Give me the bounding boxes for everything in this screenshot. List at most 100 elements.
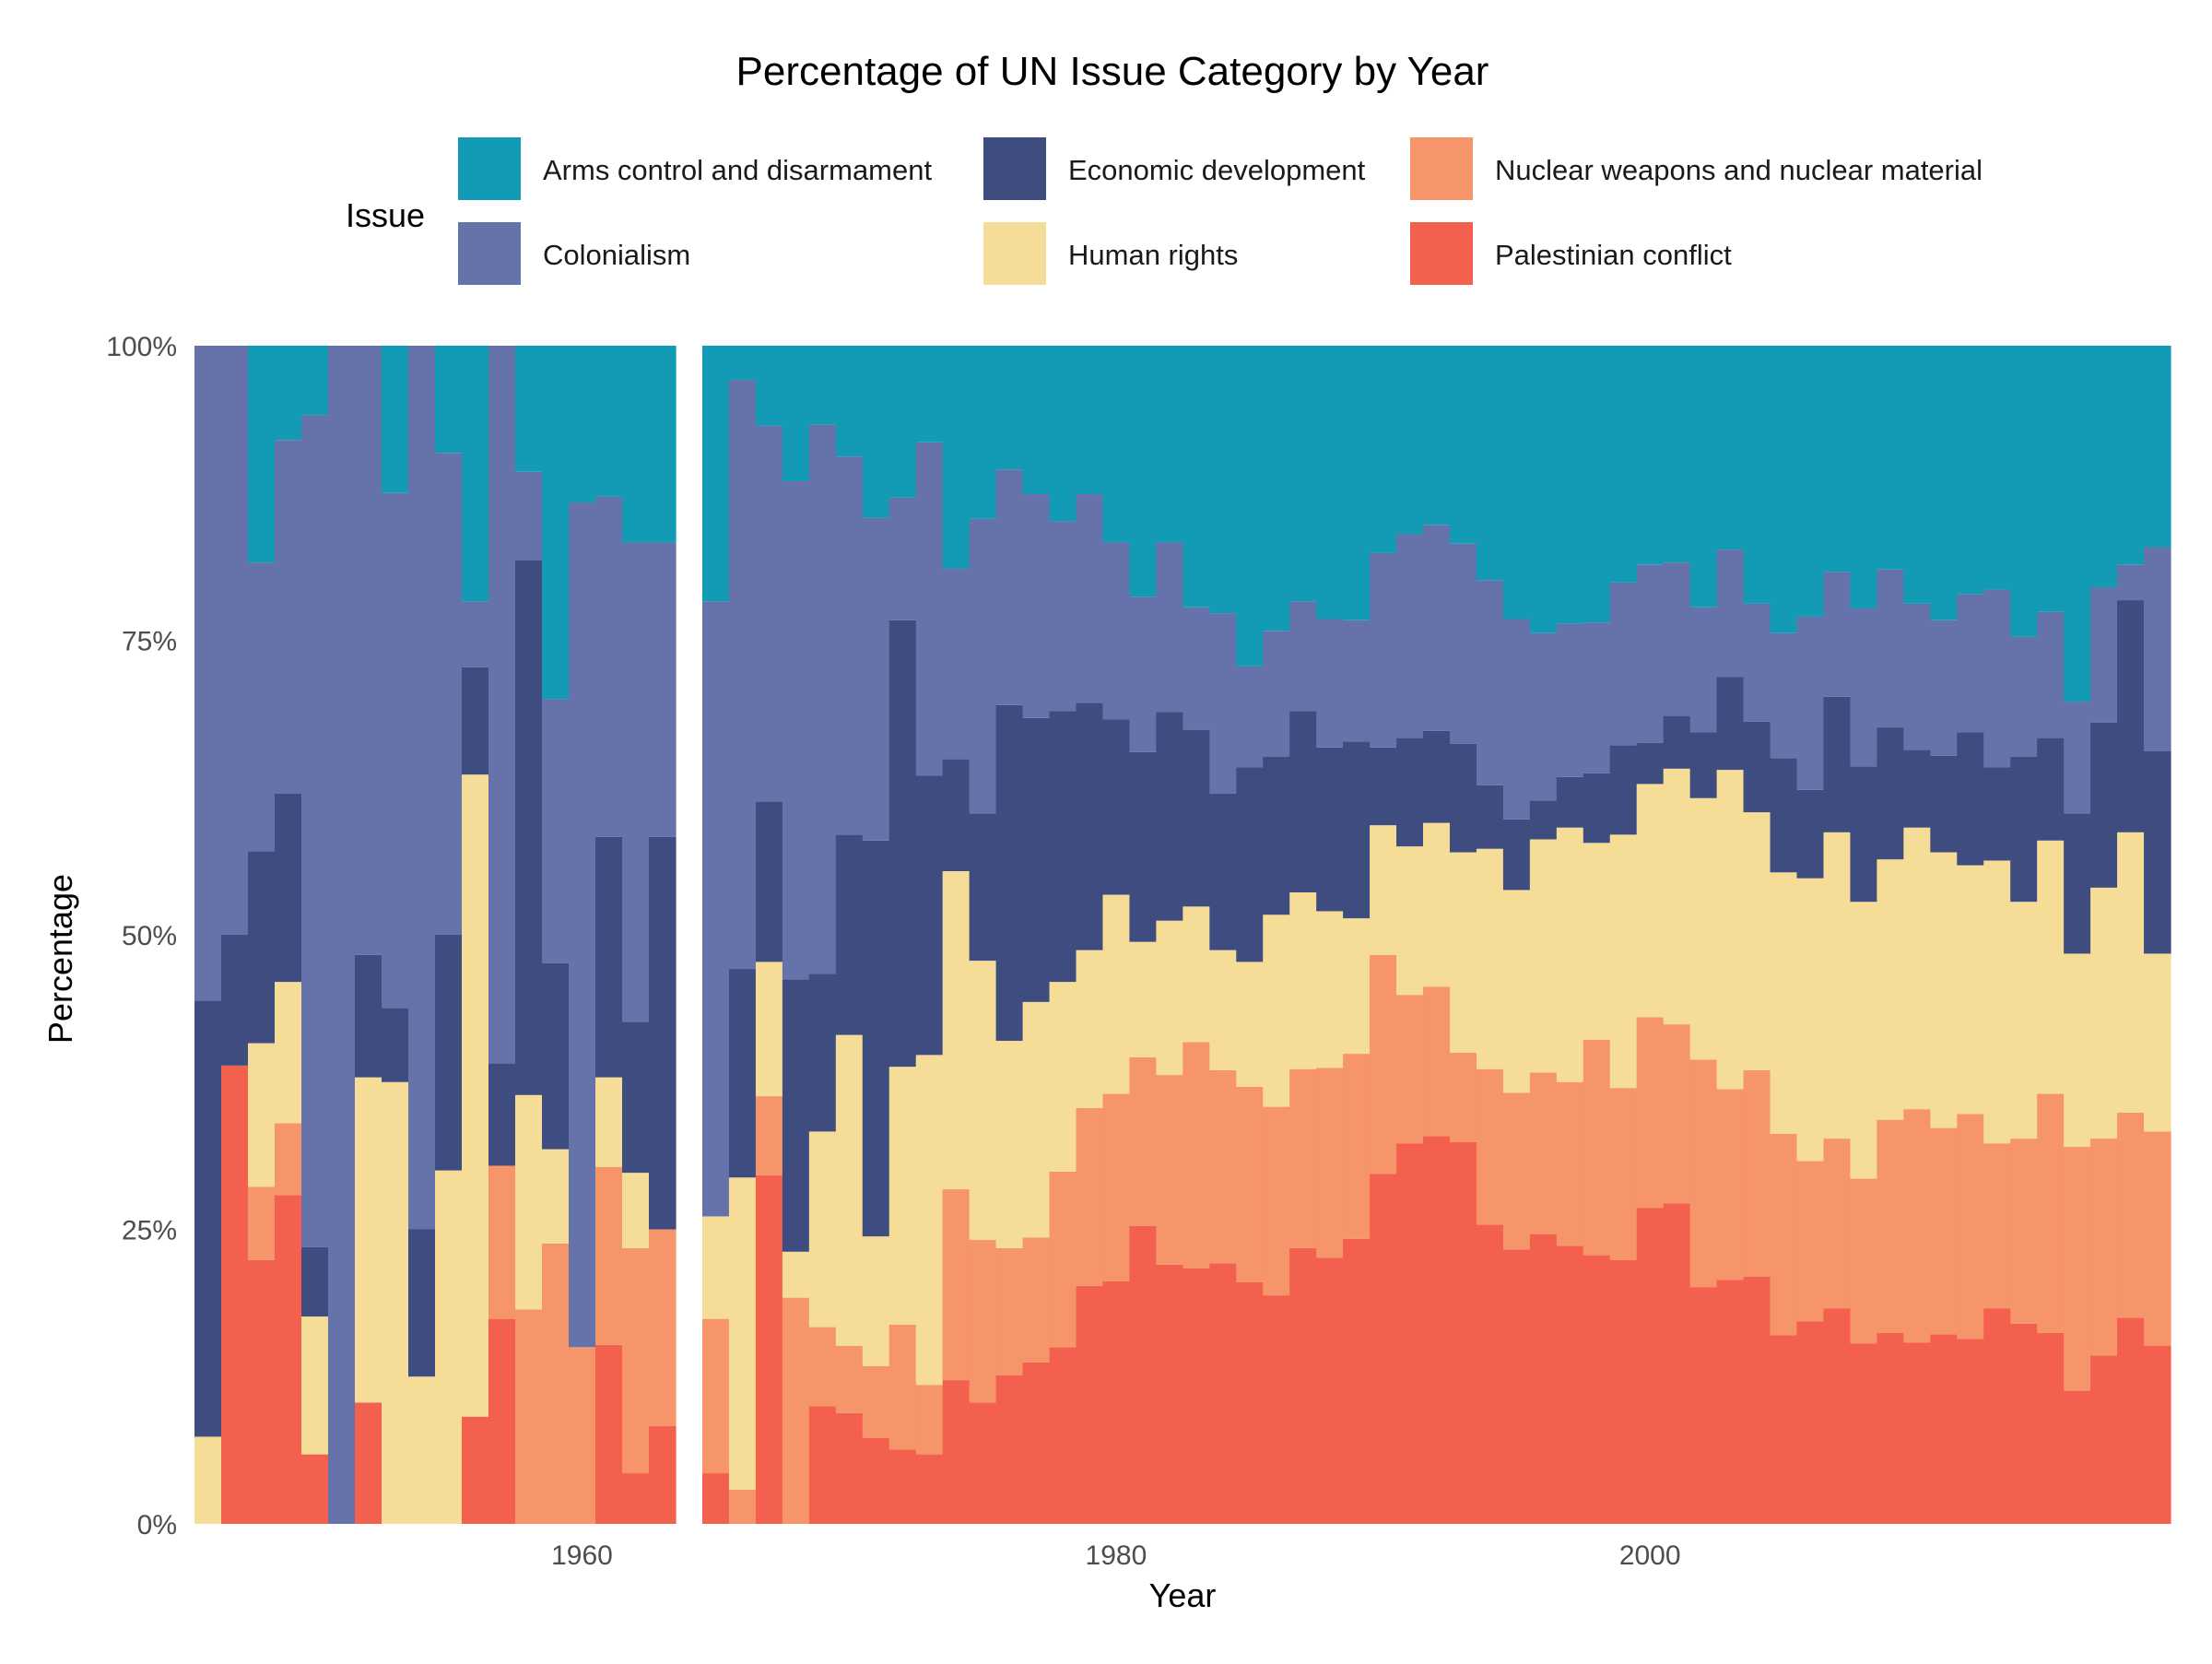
bar-segment-palestinian-conflict-2013	[1983, 1308, 2011, 1524]
bar-segment-economic-development-1966	[728, 969, 757, 1178]
bar-segment-economic-development-2009	[1877, 727, 1904, 860]
bar-segment-palestinian-conflict-2010	[1903, 1342, 1931, 1524]
bar-segment-nuclear-weapons-and-nuclear-material-2000	[1636, 1017, 1665, 1209]
bar-segment-colonialism-1948	[248, 562, 276, 852]
bar-segment-human-rights-2014	[2010, 902, 2038, 1139]
bar-segment-human-rights-1992	[1423, 822, 1451, 987]
bar-segment-nuclear-weapons-and-nuclear-material-1990	[1370, 954, 1397, 1174]
bar-segment-palestinian-conflict-2008	[1850, 1343, 1877, 1524]
bar-segment-economic-development-1992	[1423, 730, 1451, 823]
bar-segment-human-rights-2004	[1743, 812, 1771, 1070]
bar-segment-economic-development-1988	[1316, 747, 1344, 912]
bar-segment-human-rights-1974	[942, 870, 971, 1190]
bar-segment-arms-control-and-disarmament-2000	[1636, 346, 1665, 565]
bar-segment-arms-control-and-disarmament-1961	[595, 346, 623, 497]
bar-segment-arms-control-and-disarmament-1981	[1129, 346, 1157, 597]
bar-segment-nuclear-weapons-and-nuclear-material-1981	[1129, 1056, 1157, 1226]
bar-segment-economic-development-1968	[782, 979, 810, 1252]
bar-segment-palestinian-conflict-2018	[2117, 1317, 2145, 1524]
bar-segment-human-rights-1966	[728, 1177, 757, 1490]
bar-segment-colonialism-1978	[1049, 521, 1077, 712]
bar-segment-human-rights-1968	[782, 1251, 810, 1298]
bar-segment-arms-control-and-disarmament-2014	[2010, 346, 2038, 637]
bar-segment-nuclear-weapons-and-nuclear-material-2001	[1663, 1024, 1691, 1204]
bar-segment-colonialism-2008	[1850, 608, 1877, 767]
y-tick-label: 0%	[137, 1510, 177, 1540]
bar-segment-palestinian-conflict-2009	[1877, 1332, 1904, 1524]
bar-segment-nuclear-weapons-and-nuclear-material-1957	[488, 1165, 516, 1319]
bar-segment-nuclear-weapons-and-nuclear-material-1992	[1423, 986, 1451, 1137]
bar-segment-palestinian-conflict-1978	[1049, 1347, 1077, 1524]
bar-segment-nuclear-weapons-and-nuclear-material-1982	[1156, 1075, 1183, 1265]
bar-segment-palestinian-conflict-2006	[1796, 1321, 1825, 1524]
bar-segment-human-rights-1949	[275, 982, 302, 1124]
bar-segment-economic-development-2008	[1850, 766, 1877, 903]
bar-segment-human-rights-1973	[915, 1055, 944, 1386]
bar-segment-economic-development-1974	[942, 759, 971, 871]
bar-segment-human-rights-2007	[1823, 832, 1852, 1139]
bar-segment-palestinian-conflict-1952	[355, 1402, 382, 1524]
bar-segment-palestinian-conflict-1947	[221, 1065, 249, 1524]
chart-title: Percentage of UN Issue Category by Year	[736, 49, 1489, 94]
bar-segment-economic-development-1952	[355, 954, 382, 1078]
bar-segment-arms-control-and-disarmament-1967	[755, 346, 783, 426]
bar-segment-palestinian-conflict-1995	[1502, 1249, 1531, 1524]
bar-segment-colonialism-1979	[1076, 494, 1104, 703]
bar-segment-nuclear-weapons-and-nuclear-material-1959	[542, 1243, 570, 1524]
y-tick-label: 50%	[122, 921, 177, 951]
bar-segment-arms-control-and-disarmament-2006	[1796, 346, 1825, 617]
bar-segment-economic-development-2005	[1770, 758, 1798, 873]
bar-segment-palestinian-conflict-1961	[595, 1344, 623, 1524]
bar-segment-human-rights-2019	[2144, 953, 2171, 1132]
bar-segment-arms-control-and-disarmament-2015	[2037, 346, 2065, 612]
bar-segment-colonialism-1959	[542, 699, 570, 963]
bar-segment-nuclear-weapons-and-nuclear-material-1993	[1449, 1052, 1477, 1142]
bar-segment-nuclear-weapons-and-nuclear-material-2013	[1983, 1143, 2011, 1309]
bar-segment-nuclear-weapons-and-nuclear-material-1986	[1263, 1106, 1290, 1296]
bar-segment-human-rights-1979	[1076, 950, 1104, 1108]
bar-segment-arms-control-and-disarmament-1983	[1182, 346, 1210, 608]
bar-segment-colonialism-1971	[862, 517, 890, 841]
bar-segment-human-rights-1981	[1129, 941, 1157, 1057]
bar-segment-human-rights-2018	[2117, 832, 2145, 1113]
bar-segment-human-rights-1961	[595, 1077, 623, 1167]
bar-segment-economic-development-1956	[462, 667, 489, 775]
bar-segment-colonialism-1994	[1476, 580, 1504, 785]
bar-segment-nuclear-weapons-and-nuclear-material-1989	[1343, 1054, 1371, 1239]
bar-segment-palestinian-conflict-2001	[1663, 1203, 1691, 1524]
legend: Issue Arms control and disarmament Econom…	[346, 137, 1983, 285]
bar-segment-arms-control-and-disarmament-2016	[2064, 346, 2091, 702]
legend-label-palestinian-conflict: Palestinian conflict	[1495, 239, 1732, 271]
bar-segment-palestinian-conflict-1981	[1129, 1225, 1157, 1524]
bar-segment-colonialism-2019	[2144, 547, 2171, 751]
bar-segment-economic-development-1953	[382, 1008, 409, 1082]
bar-segment-economic-development-1989	[1343, 741, 1371, 919]
bar-segment-nuclear-weapons-and-nuclear-material-1973	[915, 1385, 944, 1455]
bar-segment-arms-control-and-disarmament-1950	[301, 346, 329, 416]
bar-segment-nuclear-weapons-and-nuclear-material-1977	[1022, 1237, 1051, 1363]
bar-segment-human-rights-1971	[862, 1236, 890, 1366]
bar-segment-economic-development-1969	[808, 974, 837, 1132]
bar-segment-palestinian-conflict-1982	[1156, 1264, 1183, 1524]
bar-segment-human-rights-2017	[2090, 887, 2118, 1139]
bar-segment-arms-control-and-disarmament-1993	[1449, 346, 1477, 544]
bar-segment-human-rights-2000	[1636, 784, 1665, 1018]
bar-segment-nuclear-weapons-and-nuclear-material-1991	[1396, 995, 1424, 1144]
bar-segment-human-rights-1985	[1236, 962, 1264, 1087]
bar-segment-economic-development-1948	[248, 851, 276, 1044]
bar-segment-human-rights-1948	[248, 1043, 276, 1187]
bar-segment-nuclear-weapons-and-nuclear-material-1949	[275, 1123, 302, 1196]
bar-segment-colonialism-1965	[702, 601, 730, 1217]
bar-segment-human-rights-1970	[835, 1034, 864, 1347]
bar-segment-colonialism-1961	[595, 496, 623, 837]
bar-segment-arms-control-and-disarmament-1948	[248, 346, 276, 563]
bar-segment-palestinian-conflict-2004	[1743, 1276, 1771, 1524]
bar-segment-nuclear-weapons-and-nuclear-material-1976	[995, 1247, 1024, 1375]
bar-segment-arms-control-and-disarmament-1949	[275, 346, 302, 441]
bar-segment-palestinian-conflict-1965	[702, 1473, 730, 1524]
bar-segment-economic-development-1970	[835, 834, 864, 1035]
bar-segment-palestinian-conflict-1998	[1583, 1255, 1611, 1524]
bar-segment-palestinian-conflict-1976	[995, 1375, 1024, 1524]
bar-segment-nuclear-weapons-and-nuclear-material-1996	[1529, 1072, 1558, 1234]
